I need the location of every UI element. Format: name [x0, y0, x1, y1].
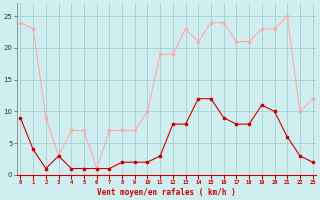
X-axis label: Vent moyen/en rafales ( km/h ): Vent moyen/en rafales ( km/h ) [97, 188, 236, 197]
